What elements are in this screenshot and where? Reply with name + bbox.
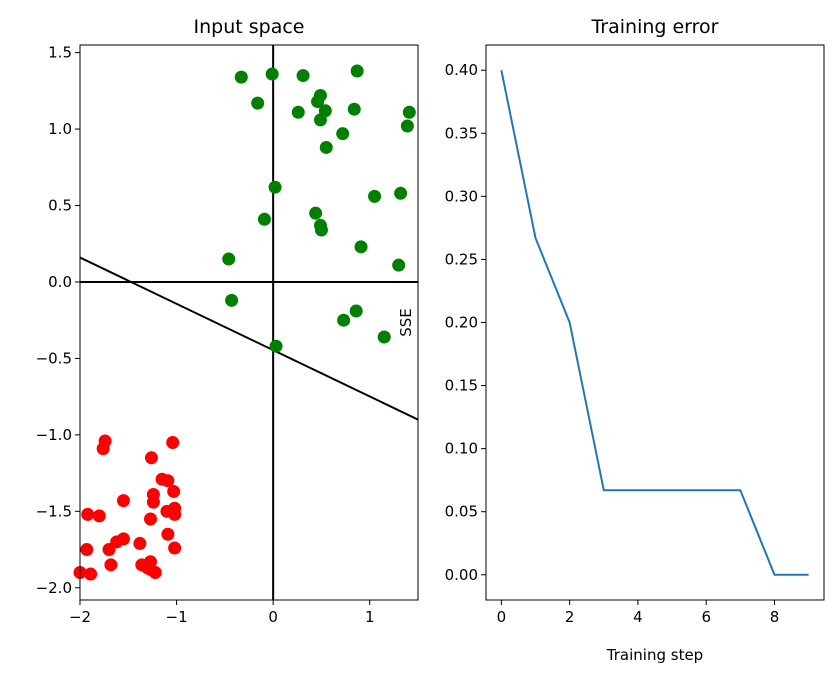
plot-area: [80, 45, 418, 600]
x-tick-label: 0: [497, 608, 507, 626]
y-tick-label: −2.0: [36, 579, 72, 597]
y-tick-label: 0.35: [445, 124, 478, 142]
red-point: [166, 436, 180, 450]
y-tick-label: 0.05: [445, 503, 478, 521]
y-tick-label: 0.20: [445, 314, 478, 332]
input-space-marks: [73, 45, 418, 600]
green-point: [349, 304, 363, 318]
green-point: [291, 105, 305, 119]
input-space-title: Input space: [194, 16, 305, 38]
green-point: [350, 64, 364, 78]
red-point: [161, 474, 175, 488]
green-point: [377, 330, 391, 344]
red-point: [81, 507, 95, 521]
red-point: [102, 543, 116, 557]
red-point: [92, 509, 106, 523]
y-tick-label: 0.15: [445, 377, 478, 395]
training-error-title: Training error: [590, 16, 718, 38]
red-point: [168, 541, 182, 555]
red-point: [161, 527, 175, 541]
green-point: [269, 339, 283, 353]
green-point: [257, 212, 271, 226]
green-point: [314, 223, 328, 237]
green-point: [354, 240, 368, 254]
y-tick-label: 0.40: [445, 61, 478, 79]
green-point: [225, 293, 239, 307]
green-point: [309, 206, 323, 220]
green-point: [296, 69, 310, 83]
green-point: [268, 180, 282, 194]
input-space-x-ticks: −2 −1 0 1: [69, 600, 375, 626]
decision-boundary-line: [80, 256, 418, 421]
red-point: [148, 565, 162, 579]
green-point: [402, 105, 416, 119]
red-point: [84, 567, 98, 581]
red-point: [144, 451, 158, 465]
red-point: [96, 442, 110, 456]
red-point: [104, 558, 118, 572]
green-point: [234, 70, 248, 84]
x-tick-label: 2: [565, 608, 575, 626]
x-tick-label: 1: [365, 608, 375, 626]
x-tick-label: 6: [701, 608, 711, 626]
green-point: [265, 67, 279, 81]
green-point: [394, 186, 408, 200]
green-point: [392, 258, 406, 272]
red-point: [143, 512, 157, 526]
green-point: [400, 119, 414, 133]
green-point: [347, 102, 361, 116]
green-point: [336, 127, 350, 141]
x-tick-label: 0: [268, 608, 278, 626]
green-point: [222, 252, 236, 266]
y-tick-label: 0.5: [48, 197, 72, 215]
series-line: [500, 70, 809, 576]
red-point: [167, 484, 181, 498]
input-space-panel: Input space −2 −1 0 1 −2.0 −1.5 −1.0 −0.5 0.0 0.…: [36, 16, 419, 626]
training-error-panel: Training error 0 2 4 6 8 0.00 0.05 0.10 0.15 0.2…: [397, 16, 825, 664]
y-tick-label: −0.5: [36, 349, 72, 367]
red-point: [133, 536, 147, 550]
training-error-y-ticks: 0.00 0.05 0.10 0.15 0.20 0.25 0.30 0.35 0.40: [445, 61, 486, 584]
y-tick-label: 0.25: [445, 250, 478, 268]
training-error-marks: [500, 70, 809, 576]
red-point: [168, 507, 182, 521]
y-tick-label: −1.0: [36, 426, 72, 444]
green-point: [368, 189, 382, 203]
x-tick-label: 4: [633, 608, 643, 626]
x-tick-label: −2: [69, 608, 91, 626]
green-point: [313, 113, 327, 127]
green-point: [319, 140, 333, 154]
y-tick-label: 1.5: [48, 44, 72, 62]
green-point: [337, 313, 351, 327]
training-error-x-axis-label: Training step: [606, 646, 703, 664]
red-point: [146, 495, 160, 509]
green-point: [311, 95, 325, 109]
x-tick-label: 8: [770, 608, 780, 626]
y-tick-label: 0.00: [445, 566, 478, 584]
red-point: [80, 543, 94, 557]
red-point: [116, 494, 130, 508]
y-tick-label: 0.10: [445, 440, 478, 458]
training-error-y-axis-label: SSE: [397, 308, 415, 337]
y-tick-label: −1.5: [36, 502, 72, 520]
y-tick-label: 1.0: [48, 120, 72, 138]
input-space-axes-frame: [79, 44, 419, 601]
green-point: [251, 96, 265, 110]
training-error-x-ticks: 0 2 4 6 8: [497, 600, 780, 626]
input-space-y-ticks: −2.0 −1.5 −1.0 −0.5 0.0 0.5 1.0 1.5: [36, 44, 80, 597]
x-tick-label: −1: [166, 608, 188, 626]
y-tick-label: 0.30: [445, 187, 478, 205]
y-tick-label: 0.0: [48, 273, 72, 291]
